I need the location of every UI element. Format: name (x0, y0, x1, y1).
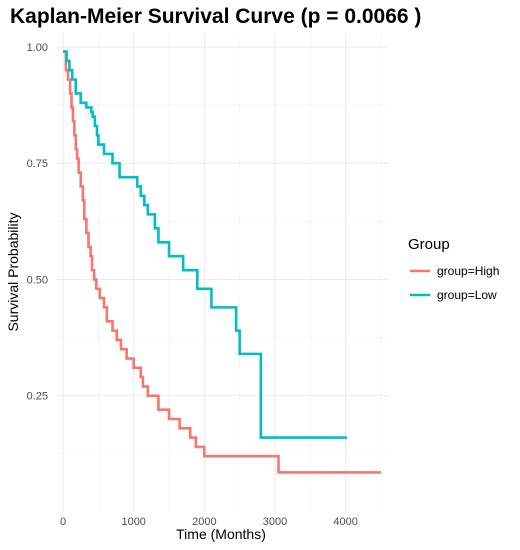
x-tick-label: 2000 (192, 516, 216, 528)
series-layer (63, 50, 381, 474)
grid (56, 33, 388, 512)
y-tick-label: 1.00 (27, 42, 48, 54)
x-tick-label: 3000 (263, 516, 287, 528)
y-axis-title: Survival Probability (5, 212, 21, 331)
legend-label-low: group=Low (437, 288, 497, 302)
y-tick-label: 0.25 (27, 391, 48, 403)
x-axis-title: Time (Months) (176, 526, 266, 542)
x-tick-label: 4000 (333, 516, 357, 528)
x-tick-label: 0 (60, 516, 66, 528)
legend-label-high: group=High (437, 264, 499, 278)
legend-title: Group (408, 236, 450, 253)
legend: Group group=High group=Low (408, 236, 499, 302)
y-tick-label: 0.75 (27, 158, 48, 170)
y-tick-label: 0.50 (27, 274, 48, 286)
chart-title: Kaplan-Meier Survival Curve (p = 0.0066 … (10, 5, 421, 28)
x-tick-label: 1000 (121, 516, 145, 528)
series-line-low (63, 50, 348, 439)
ticks: 0 1000 2000 3000 4000 0.25 0.50 0.75 1.00 (27, 42, 358, 528)
series-line-high (63, 50, 381, 474)
